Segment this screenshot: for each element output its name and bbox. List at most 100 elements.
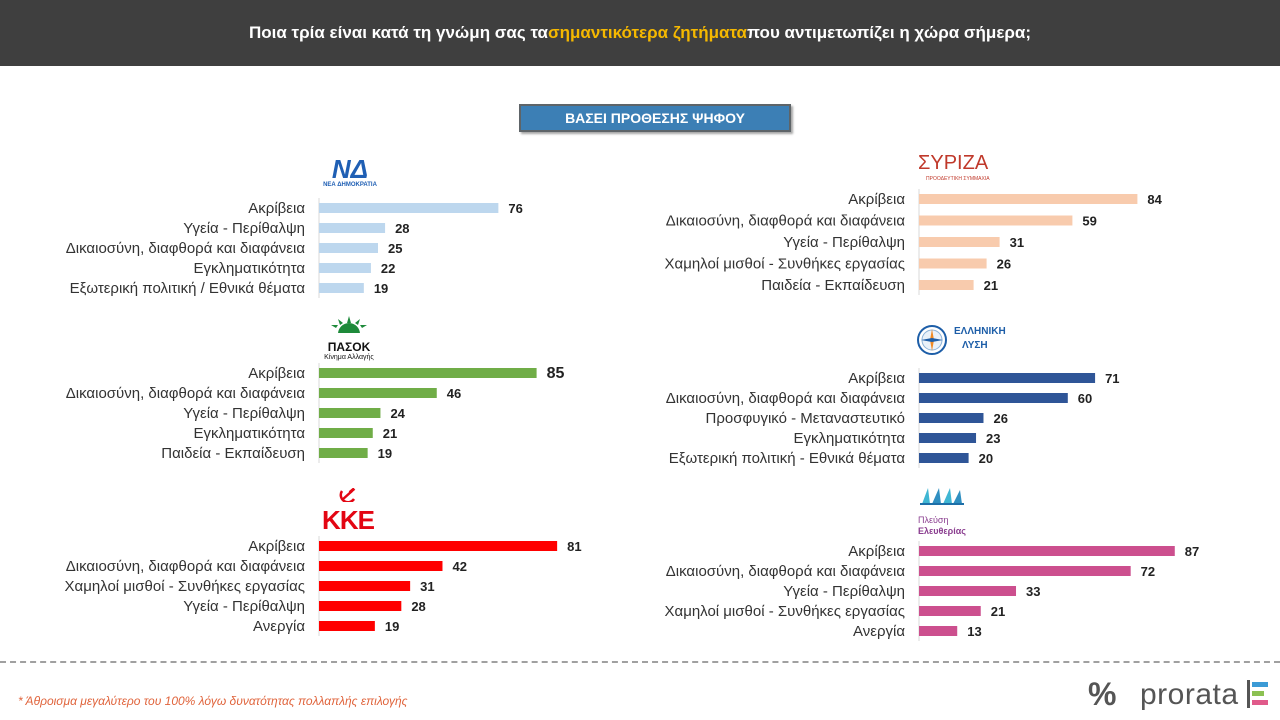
- bar-ellisi-1: [919, 393, 1068, 403]
- footer-divider: [0, 661, 1280, 663]
- value-label-ellisi-4: 20: [979, 451, 993, 466]
- value-label-nd-0: 76: [508, 201, 522, 216]
- value-label-kke-2: 31: [420, 579, 434, 594]
- brand-symbol: %: [1088, 676, 1117, 712]
- nd-logo: ΝΔ ΝΕΑ ΔΗΜΟΚΡΑΤΙΑ: [318, 156, 382, 194]
- bar-nd-0: [319, 203, 499, 213]
- base-label: ΒΑΣΕΙ ΠΡΟΘΕΣΗΣ ΨΗΦΟΥ: [519, 104, 791, 132]
- bar-pasok-2: [319, 408, 381, 418]
- bar-kke-4: [319, 621, 375, 631]
- bar-pasok-1: [319, 388, 437, 398]
- category-label-syriza-1: Δικαιοσύνη, διαφθορά και διαφάνεια: [666, 213, 906, 230]
- chart-panel-ellisi: Ακρίβεια 71 Δικαιοσύνη, διαφθορά και διαφά…: [666, 368, 1120, 468]
- plefsi-logo-line1: Πλεύση: [918, 515, 949, 525]
- category-label-syriza-2: Υγεία - Περίθαλψη: [783, 234, 905, 251]
- category-label-nd-4: Εξωτερική πολιτική / Εθνικά θέματα: [70, 280, 306, 297]
- category-label-ellisi-2: Προσφυγικό - Μεταναστευτικό: [706, 410, 905, 427]
- pasok-logo: ΠΑΣΟΚ Κίνημα Αλλαγής: [318, 314, 380, 361]
- chart-panel-nd: Ακρίβεια 76 Υγεία - Περίθαλψη 28 Δικαιοσύνη,…: [66, 198, 523, 298]
- chart-panel-kke: Ακρίβεια 81 Δικαιοσύνη, διαφθορά και διαφά…: [65, 536, 582, 636]
- brand-name-text: prorata: [1140, 678, 1239, 711]
- bar-ellisi-0: [919, 373, 1096, 383]
- bar-syriza-3: [919, 258, 987, 269]
- bar-syriza-1: [919, 215, 1073, 226]
- value-label-pasok-2: 24: [390, 406, 405, 421]
- category-label-syriza-4: Παιδεία - Εκπαίδευση: [761, 277, 905, 294]
- bar-syriza-4: [919, 280, 974, 290]
- bar-plefsi-3: [919, 606, 981, 616]
- value-label-plefsi-2: 33: [1026, 584, 1040, 599]
- brand-bars-icon: [1247, 680, 1269, 708]
- category-label-pasok-4: Παιδεία - Εκπαίδευση: [161, 445, 305, 462]
- bar-nd-3: [319, 263, 371, 273]
- value-label-kke-0: 81: [567, 539, 581, 554]
- kke-logo-mark: ΚΚΕ: [322, 505, 375, 535]
- bar-ellisi-4: [919, 453, 969, 463]
- bar-nd-2: [319, 243, 378, 253]
- value-label-nd-3: 22: [381, 261, 395, 276]
- bar-kke-3: [319, 601, 402, 611]
- brand-name: prorata: [1140, 678, 1269, 712]
- category-label-ellisi-3: Εγκληματικότητα: [793, 430, 905, 447]
- pasok-logo-sub: Κίνημα Αλλαγής: [324, 354, 374, 361]
- category-label-pasok-3: Εγκληματικότητα: [193, 425, 305, 442]
- syriza-logo-mark: ΣΥΡΙΖΑ: [918, 152, 989, 174]
- compass-icon: [917, 325, 947, 355]
- plefsi-logo: Πλεύση Ελευθερίας: [918, 486, 988, 536]
- bar-pasok-0: [319, 368, 537, 378]
- pasok-logo-mark: ΠΑΣΟΚ: [327, 340, 371, 354]
- category-label-ellisi-1: Δικαιοσύνη, διαφθορά και διαφάνεια: [666, 390, 906, 407]
- category-label-plefsi-3: Χαμηλοί μισθοί - Συνθήκες εργασίας: [665, 603, 905, 620]
- value-label-ellisi-1: 60: [1078, 391, 1092, 406]
- chart-panel-syriza: Ακρίβεια 84 Δικαιοσύνη, διαφθορά και διαφά…: [665, 189, 1163, 295]
- bar-plefsi-4: [919, 626, 958, 636]
- kke-logo: ΚΚΕ: [320, 487, 376, 535]
- footnote: * Άθροισμα μεγαλύτερο του 100% λόγω δυνα…: [18, 694, 408, 708]
- value-label-kke-4: 19: [385, 619, 399, 634]
- ellisi-logo-line1: ΕΛΛΗΝΙΚΗ: [954, 326, 1006, 337]
- bar-kke-2: [319, 581, 411, 591]
- page-title: Ποια τρία είναι κατά τη γνώμη σας τα σημ…: [0, 0, 1280, 66]
- value-label-plefsi-0: 87: [1185, 544, 1199, 559]
- pasok-sun-icon: [328, 316, 370, 345]
- category-label-plefsi-1: Δικαιοσύνη, διαφθορά και διαφάνεια: [666, 563, 906, 580]
- value-label-ellisi-0: 71: [1105, 371, 1119, 386]
- value-label-kke-3: 28: [411, 599, 425, 614]
- ellisi-logo-line2: ΛΥΣΗ: [962, 340, 988, 351]
- bar-nd-4: [319, 283, 364, 293]
- category-label-plefsi-0: Ακρίβεια: [848, 543, 905, 560]
- value-label-syriza-4: 21: [984, 278, 998, 293]
- category-label-kke-0: Ακρίβεια: [248, 538, 305, 555]
- category-label-nd-3: Εγκληματικότητα: [193, 260, 305, 277]
- bar-pasok-4: [319, 448, 368, 458]
- title-part1: Ποια τρία είναι κατά τη γνώμη σας τα: [248, 23, 549, 42]
- category-label-ellisi-4: Εξωτερική πολιτική - Εθνικά θέματα: [669, 450, 906, 467]
- value-label-syriza-1: 59: [1082, 214, 1096, 229]
- sails-icon: [920, 488, 964, 505]
- category-label-nd-0: Ακρίβεια: [248, 200, 305, 217]
- nd-logo-sub: ΝΕΑ ΔΗΜΟΚΡΑΤΙΑ: [323, 182, 377, 188]
- category-label-kke-4: Ανεργία: [253, 618, 305, 635]
- category-label-plefsi-4: Ανεργία: [853, 623, 905, 640]
- value-label-plefsi-3: 21: [991, 604, 1005, 619]
- chart-panel-plefsi: Ακρίβεια 87 Δικαιοσύνη, διαφθορά και διαφά…: [665, 541, 1199, 641]
- value-label-syriza-3: 26: [997, 257, 1011, 272]
- bar-kke-1: [319, 561, 443, 571]
- bar-kke-0: [319, 541, 558, 551]
- bar-plefsi-1: [919, 566, 1131, 576]
- bar-ellisi-3: [919, 433, 977, 443]
- bar-nd-1: [319, 223, 386, 233]
- value-label-plefsi-4: 13: [967, 624, 981, 639]
- bar-ellisi-2: [919, 413, 984, 423]
- bar-syriza-2: [919, 237, 1000, 247]
- category-label-kke-3: Υγεία - Περίθαλψη: [183, 598, 305, 615]
- value-label-ellisi-3: 23: [986, 431, 1000, 446]
- category-label-pasok-2: Υγεία - Περίθαλψη: [183, 405, 305, 422]
- bar-plefsi-0: [919, 546, 1175, 556]
- category-label-plefsi-2: Υγεία - Περίθαλψη: [783, 583, 905, 600]
- nd-logo-mark: ΝΔ: [331, 154, 369, 184]
- value-label-pasok-1: 46: [447, 386, 461, 401]
- bar-pasok-3: [319, 428, 373, 438]
- syriza-logo-sub: ΠΡΟΟΔΕΥΤΙΚΗ ΣΥΜΜΑΧΙΑ: [926, 176, 990, 182]
